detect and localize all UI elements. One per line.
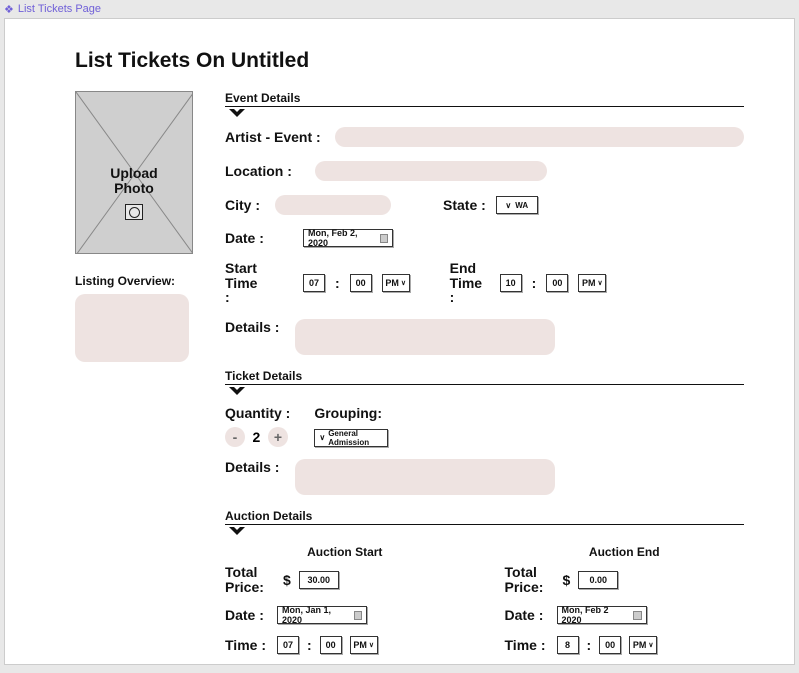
chevron-down-icon[interactable] [229,387,245,395]
quantity-decrement[interactable]: - [225,427,245,447]
event-details-label: Details : [225,319,285,335]
start-ampm[interactable]: PM∨ [382,274,410,292]
section-ticket-header: Ticket Details [225,369,744,385]
event-date-label: Date : [225,230,265,246]
calendar-icon [633,611,642,620]
ticket-details-input[interactable] [295,459,555,495]
start-date-picker[interactable]: Mon, Jan 1, 2020 [277,606,367,624]
state-select[interactable]: ∨ WA [496,196,538,214]
end-ampm[interactable]: PM∨ [578,274,606,292]
event-details-input[interactable] [295,319,555,355]
start-mm[interactable]: 00 [350,274,372,292]
location-input[interactable] [315,161,547,181]
camera-icon [125,204,143,220]
quantity-value: 2 [249,429,263,445]
start-total-label: TotalPrice: [225,565,275,594]
quantity-increment[interactable]: + [268,427,288,447]
overview-label: Listing Overview: [75,274,193,288]
city-label: City : [225,197,265,213]
ticket-details-label: Details : [225,459,285,475]
photo-upload-label: Upload Photo [76,166,192,197]
end-price[interactable]: 0.00 [578,571,618,589]
auction-start-ampm[interactable]: PM∨ [350,636,378,654]
end-date-picker[interactable]: Mon, Feb 2 2020 [557,606,647,624]
photo-upload-box[interactable]: Upload Photo [75,91,193,254]
page-canvas: List Tickets On Untitled Upload Photo Li… [4,18,795,665]
artist-label: Artist - Event : [225,129,325,145]
auction-start-hh[interactable]: 07 [277,636,299,654]
auction-end-mm[interactable]: 00 [599,636,621,654]
start-date-label: Date : [225,607,269,623]
start-price[interactable]: 30.00 [299,571,339,589]
app-icon: ❖ [4,3,14,16]
start-hh[interactable]: 07 [303,274,325,292]
end-time-label-auction: Time : [505,637,549,653]
start-time-label-auction: Time : [225,637,269,653]
artist-input[interactable] [335,127,744,147]
state-label: State : [443,197,486,213]
quantity-label: Quantity : [225,405,290,421]
start-time-label: StartTime : [225,261,265,305]
city-input[interactable] [275,195,391,215]
grouping-select[interactable]: ∨ General Admission [314,429,388,447]
auction-end-title: Auction End [505,545,745,559]
end-hh[interactable]: 10 [500,274,522,292]
overview-box[interactable] [75,294,189,362]
section-event-header: Event Details [225,91,744,107]
section-auction-header: Auction Details [225,509,744,525]
location-label: Location : [225,163,305,179]
title-bar-text: List Tickets Page [18,3,101,15]
auction-end-hh[interactable]: 8 [557,636,579,654]
grouping-label: Grouping: [314,405,388,421]
end-date-label: Date : [505,607,549,623]
event-date-picker[interactable]: Mon, Feb 2, 2020 [303,229,393,247]
auction-start-title: Auction Start [225,545,465,559]
chevron-down-icon[interactable] [229,527,245,535]
title-bar: ❖ List Tickets Page [0,0,799,18]
page-title: List Tickets On Untitled [75,49,744,73]
end-time-label: EndTime : [450,261,490,305]
end-total-label: TotalPrice: [505,565,555,594]
end-mm[interactable]: 00 [546,274,568,292]
calendar-icon [380,234,388,243]
auction-start-mm[interactable]: 00 [320,636,342,654]
calendar-icon [354,611,362,620]
auction-end-ampm[interactable]: PM∨ [629,636,657,654]
chevron-down-icon[interactable] [229,109,245,117]
